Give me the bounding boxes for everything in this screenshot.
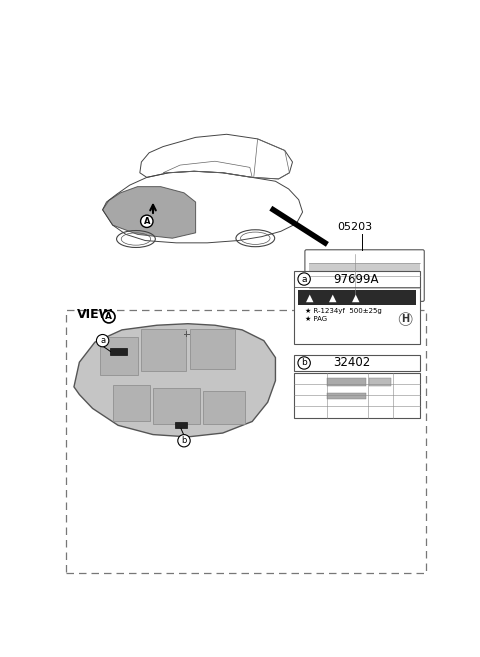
Bar xyxy=(190,329,235,369)
Text: ▲: ▲ xyxy=(329,292,336,302)
Text: ▲: ▲ xyxy=(306,292,313,302)
Circle shape xyxy=(103,311,115,323)
Bar xyxy=(153,388,200,424)
Polygon shape xyxy=(74,324,276,437)
Bar xyxy=(100,337,137,375)
Polygon shape xyxy=(103,187,196,238)
FancyBboxPatch shape xyxy=(305,250,424,302)
Text: 32402: 32402 xyxy=(333,357,370,369)
Text: 97699A: 97699A xyxy=(333,273,378,286)
Bar xyxy=(298,290,416,306)
Bar xyxy=(113,384,150,422)
Text: a: a xyxy=(100,336,105,345)
Text: 05203: 05203 xyxy=(337,223,372,233)
Bar xyxy=(369,378,391,386)
Bar xyxy=(294,271,420,344)
Bar xyxy=(110,348,127,355)
Bar xyxy=(294,373,420,418)
Bar xyxy=(203,392,245,424)
Bar xyxy=(175,422,187,428)
Bar xyxy=(66,310,426,573)
Text: ★ PAG: ★ PAG xyxy=(305,316,327,322)
Text: A: A xyxy=(144,217,150,226)
Bar xyxy=(294,355,420,371)
Circle shape xyxy=(298,273,311,285)
Bar xyxy=(142,329,186,371)
Bar xyxy=(309,263,420,272)
Text: a: a xyxy=(301,275,307,284)
Bar xyxy=(327,393,366,399)
Circle shape xyxy=(298,357,311,369)
Text: VIEW: VIEW xyxy=(77,307,113,321)
Circle shape xyxy=(141,215,153,227)
Circle shape xyxy=(96,334,109,347)
Text: A: A xyxy=(105,312,112,321)
Text: ★ R-1234yf  500±25g: ★ R-1234yf 500±25g xyxy=(305,308,382,315)
Text: b: b xyxy=(181,436,187,445)
Bar xyxy=(327,378,366,386)
Text: H: H xyxy=(402,314,410,324)
Text: ▲: ▲ xyxy=(352,292,360,302)
Circle shape xyxy=(178,434,190,447)
Text: b: b xyxy=(301,359,307,367)
